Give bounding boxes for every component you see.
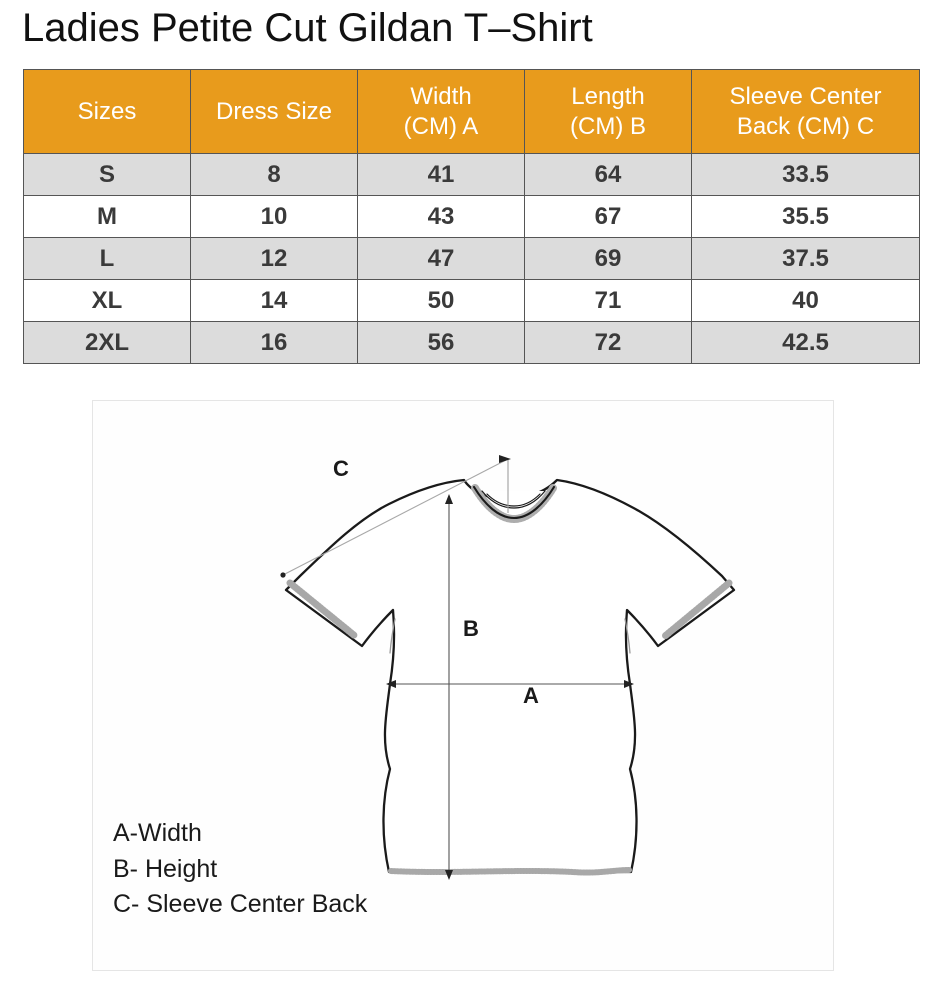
svg-text:A: A: [523, 683, 539, 708]
svg-text:B: B: [463, 616, 479, 641]
svg-text:C: C: [333, 456, 349, 481]
